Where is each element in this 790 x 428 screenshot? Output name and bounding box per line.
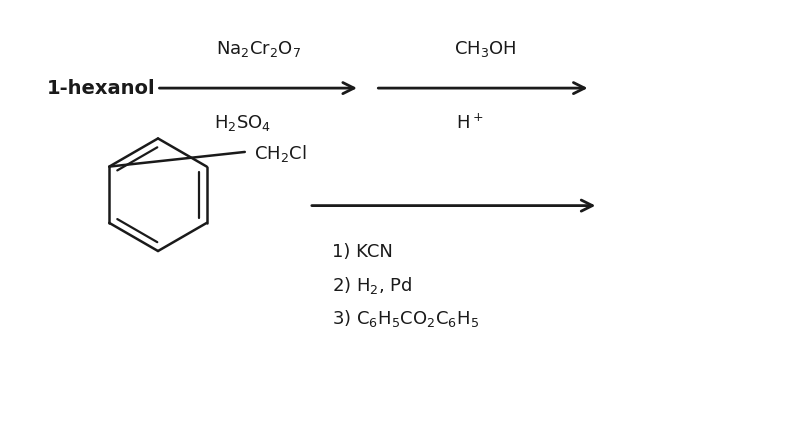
Text: CH$_2$Cl: CH$_2$Cl (254, 143, 307, 163)
Text: H$_2$SO$_4$: H$_2$SO$_4$ (214, 113, 271, 133)
Text: 1-hexanol: 1-hexanol (47, 79, 156, 98)
Text: H$^+$: H$^+$ (456, 113, 483, 133)
Text: 3) C$_6$H$_5$CO$_2$C$_6$H$_5$: 3) C$_6$H$_5$CO$_2$C$_6$H$_5$ (333, 309, 480, 330)
Text: 2) H$_2$, Pd: 2) H$_2$, Pd (333, 275, 413, 296)
Text: Na$_2$Cr$_2$O$_7$: Na$_2$Cr$_2$O$_7$ (216, 39, 301, 59)
Text: 1) KCN: 1) KCN (333, 244, 393, 262)
Text: CH$_3$OH: CH$_3$OH (453, 39, 516, 59)
